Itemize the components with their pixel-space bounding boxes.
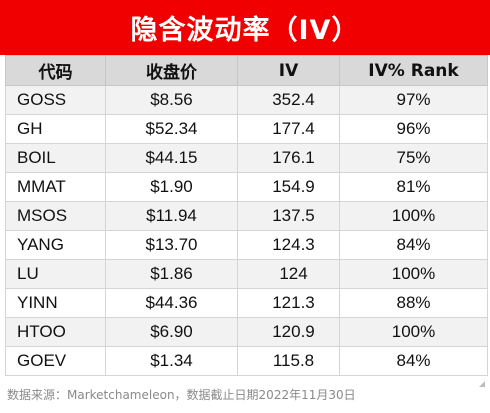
header-iv: IV bbox=[237, 55, 340, 86]
cell-iv: 115.8 bbox=[237, 346, 340, 376]
table-row: GOEV $1.34 115.8 84% bbox=[5, 346, 488, 376]
cell-iv: 124 bbox=[237, 259, 340, 289]
cell-iv-rank: 100% bbox=[339, 201, 488, 231]
table-row: MSOS $11.94 137.5 100% bbox=[5, 201, 488, 231]
cell-close-price: $11.94 bbox=[105, 201, 238, 231]
cell-iv: 176.1 bbox=[237, 143, 340, 173]
cell-code: MSOS bbox=[5, 201, 106, 231]
table-row: LU $1.86 124 100% bbox=[5, 259, 488, 289]
table-row: MMAT $1.90 154.9 81% bbox=[5, 172, 488, 202]
cell-code: HTOO bbox=[5, 317, 106, 347]
cell-close-price: $1.86 bbox=[105, 259, 238, 289]
cell-iv: 121.3 bbox=[237, 288, 340, 318]
cell-iv: 137.5 bbox=[237, 201, 340, 231]
cell-code: MMAT bbox=[5, 172, 106, 202]
cell-code: BOIL bbox=[5, 143, 106, 173]
cell-close-price: $13.70 bbox=[105, 230, 238, 260]
cell-iv-rank: 97% bbox=[339, 85, 488, 115]
header-row: 代码 收盘价 IV IV% Rank bbox=[5, 55, 488, 86]
cell-iv: 124.3 bbox=[237, 230, 340, 260]
cell-iv-rank: 100% bbox=[339, 259, 488, 289]
title-banner: 隐含波动率（IV） bbox=[0, 0, 490, 55]
table-row: HTOO $6.90 120.9 100% bbox=[5, 317, 488, 347]
table-row: GH $52.34 177.4 96% bbox=[5, 114, 488, 144]
cell-close-price: $44.36 bbox=[105, 288, 238, 318]
cell-iv: 154.9 bbox=[237, 172, 340, 202]
header-code: 代码 bbox=[5, 55, 106, 86]
cell-close-price: $6.90 bbox=[105, 317, 238, 347]
resize-corner-icon bbox=[479, 381, 485, 387]
cell-iv-rank: 84% bbox=[339, 346, 488, 376]
cell-close-price: $52.34 bbox=[105, 114, 238, 144]
table-row: GOSS $8.56 352.4 97% bbox=[5, 85, 488, 115]
cell-iv: 120.9 bbox=[237, 317, 340, 347]
table-row: YINN $44.36 121.3 88% bbox=[5, 288, 488, 318]
cell-code: YANG bbox=[5, 230, 106, 260]
cell-iv-rank: 81% bbox=[339, 172, 488, 202]
cell-iv-rank: 88% bbox=[339, 288, 488, 318]
cell-close-price: $8.56 bbox=[105, 85, 238, 115]
cell-iv: 177.4 bbox=[237, 114, 340, 144]
cell-iv-rank: 96% bbox=[339, 114, 488, 144]
cell-close-price: $44.15 bbox=[105, 143, 238, 173]
iv-table: 代码 收盘价 IV IV% Rank GOSS $8.56 352.4 97% … bbox=[5, 55, 488, 376]
cell-code: LU bbox=[5, 259, 106, 289]
cell-close-price: $1.90 bbox=[105, 172, 238, 202]
cell-code: YINN bbox=[5, 288, 106, 318]
table-row: BOIL $44.15 176.1 75% bbox=[5, 143, 488, 173]
header-close-price: 收盘价 bbox=[105, 55, 238, 86]
cell-iv-rank: 84% bbox=[339, 230, 488, 260]
cell-iv-rank: 75% bbox=[339, 143, 488, 173]
table-row: YANG $13.70 124.3 84% bbox=[5, 230, 488, 260]
cell-close-price: $1.34 bbox=[105, 346, 238, 376]
source-note: 数据来源：Marketchameleon，数据截止日期2022年11月30日 bbox=[7, 388, 356, 402]
cell-iv: 352.4 bbox=[237, 85, 340, 115]
header-iv-rank: IV% Rank bbox=[339, 55, 488, 86]
cell-code: GOEV bbox=[5, 346, 106, 376]
cell-code: GOSS bbox=[5, 85, 106, 115]
iv-table-container: 代码 收盘价 IV IV% Rank GOSS $8.56 352.4 97% … bbox=[5, 55, 488, 380]
cell-iv-rank: 100% bbox=[339, 317, 488, 347]
cell-code: GH bbox=[5, 114, 106, 144]
table-title: 隐含波动率（IV） bbox=[130, 15, 360, 46]
